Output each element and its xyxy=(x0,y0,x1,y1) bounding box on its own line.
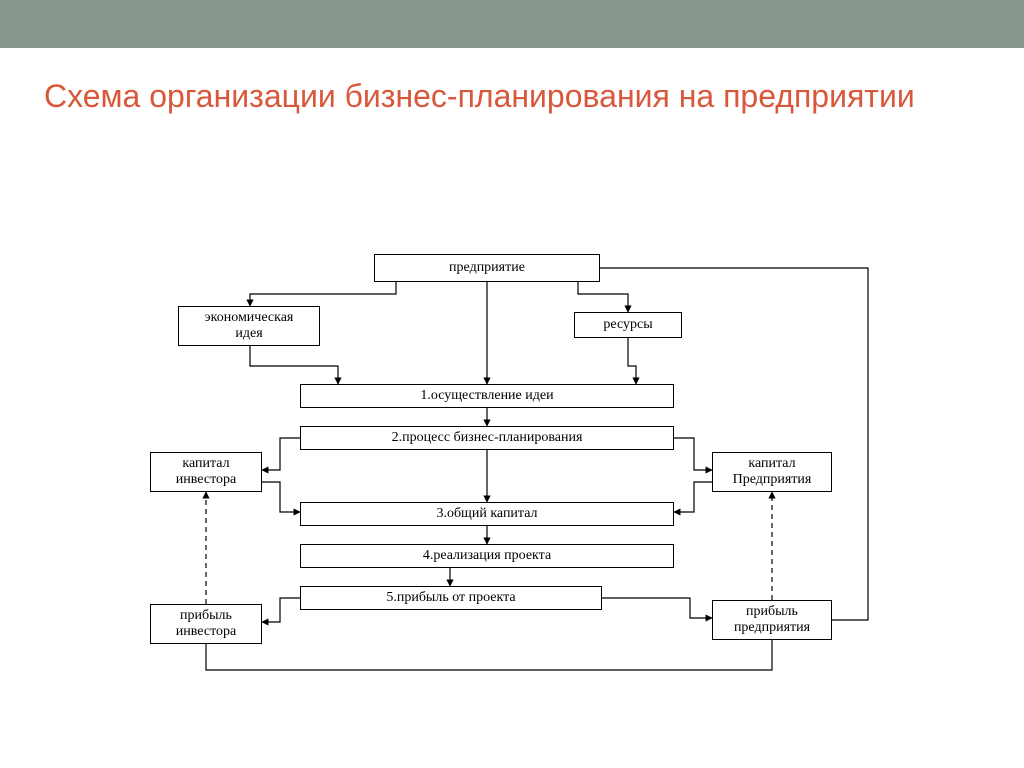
edge-3 xyxy=(250,346,338,384)
edge-4 xyxy=(628,338,636,384)
node-investor_profit: прибыль инвестора xyxy=(150,604,262,644)
node-resources: ресурсы xyxy=(574,312,682,338)
node-enterprise: предприятие xyxy=(374,254,600,282)
slide-area: Схема организации бизнес-планирования на… xyxy=(0,48,1024,768)
slide-title: Схема организации бизнес-планирования на… xyxy=(44,76,980,116)
edge-7 xyxy=(674,438,712,470)
flowchart-canvas: предприятие экономическая идея ресурсы 1.ос… xyxy=(150,254,880,694)
node-econ_idea: экономическая идея xyxy=(178,306,320,346)
node-enterprise_profit: прибыль предприятия xyxy=(712,600,832,640)
edge-0 xyxy=(250,282,396,306)
edge-14 xyxy=(602,598,712,618)
node-step3: 3.общий капитал xyxy=(300,502,674,526)
edge-6 xyxy=(262,438,300,470)
edge-18 xyxy=(206,640,772,670)
node-step2: 2.процесс бизнес-планирования xyxy=(300,426,674,450)
node-enterprise_capital: капитал Предприятия xyxy=(712,452,832,492)
edge-8 xyxy=(262,482,300,512)
top-bar xyxy=(0,0,1024,48)
node-step4: 4.реализация проекта xyxy=(300,544,674,568)
edge-13 xyxy=(262,598,300,622)
node-investor_capital: капитал инвестора xyxy=(150,452,262,492)
node-step1: 1.осуществление идеи xyxy=(300,384,674,408)
edge-9 xyxy=(674,482,712,512)
edge-2 xyxy=(578,282,628,312)
node-step5: 5.прибыль от проекта xyxy=(300,586,602,610)
